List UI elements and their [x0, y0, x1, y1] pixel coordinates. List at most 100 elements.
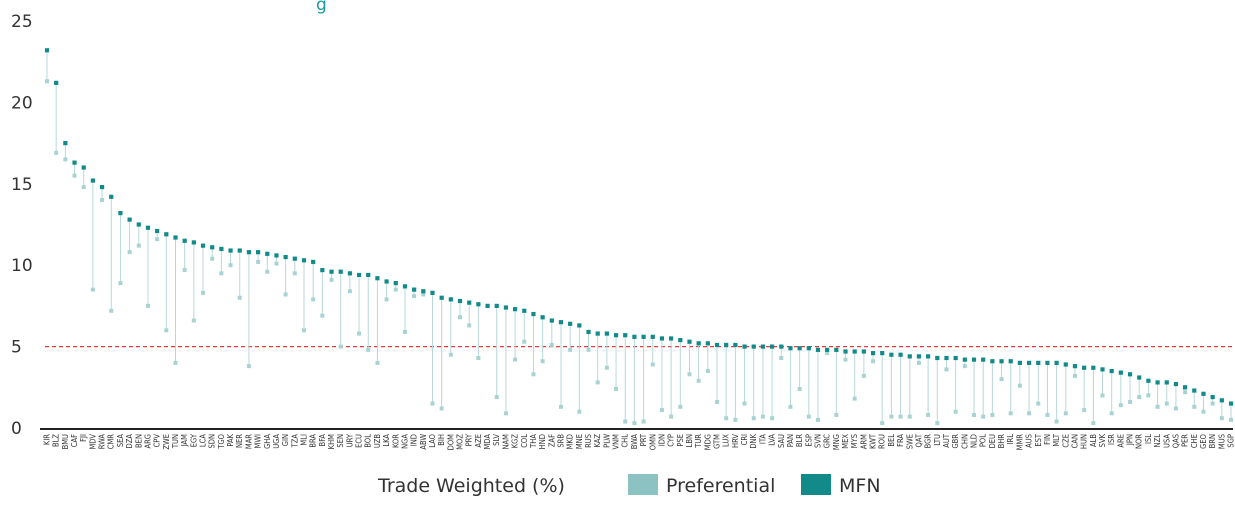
preferential-point-tgo	[219, 271, 224, 276]
legend-swatch-mfn	[801, 474, 831, 495]
preferential-point-plw	[604, 365, 609, 370]
preferential-point-rou	[880, 421, 885, 426]
x-tick-label: CYP	[667, 434, 676, 447]
mfn-point-swe	[907, 354, 912, 359]
preferential-point-bmu	[63, 157, 68, 162]
mfn-point-cpv	[155, 228, 160, 234]
preferential-point-jpn	[1128, 399, 1133, 404]
preferential-point-uzb	[375, 360, 380, 365]
preferential-point-aus	[1027, 411, 1032, 416]
x-tick-label: UGA	[272, 434, 281, 449]
preferential-point-nor	[1137, 395, 1142, 400]
preferential-point-ltu	[935, 421, 940, 426]
preferential-point-mwi	[256, 259, 261, 264]
legend-label-preferential: Preferential	[666, 475, 775, 497]
mfn-point-nor	[1137, 375, 1142, 380]
x-tick-label: PRT	[639, 433, 648, 446]
preferential-point-lka	[384, 297, 389, 302]
x-tick-label: NER	[235, 434, 244, 448]
y-tick-label: 0	[11, 419, 22, 439]
preferential-point-tha	[531, 372, 536, 377]
x-tick-label: GHA	[263, 434, 272, 449]
preferential-point-pol	[981, 414, 986, 419]
mfn-point-gin	[283, 254, 288, 260]
mfn-point-nam	[503, 305, 509, 310]
preferential-point-nzl	[1155, 404, 1160, 409]
x-tick-label: MUS	[1217, 434, 1226, 449]
preferential-point-blr	[797, 386, 802, 391]
preferential-point-pan	[788, 404, 793, 409]
mfn-point-bhr	[999, 359, 1004, 364]
mfn-point-blz	[54, 80, 59, 85]
x-tick-label: MDV	[88, 434, 97, 450]
stems-layer	[46, 50, 1232, 424]
preferential-point-egy	[191, 318, 196, 323]
mfn-point-arm	[861, 349, 866, 354]
x-tick-label: HUN	[1080, 434, 1089, 449]
mfn-point-lva	[769, 344, 775, 349]
mfn-point-khm	[329, 269, 334, 274]
x-tick-label: URY	[345, 433, 354, 447]
mfn-point-brn	[1210, 394, 1215, 400]
preferential-point-sau	[779, 355, 784, 360]
preferential-point-brn	[1210, 401, 1215, 406]
preferential-point-nld	[972, 412, 977, 417]
x-tick-label: COL	[520, 434, 529, 448]
legend: Trade Weighted (%) Preferential MFN	[377, 474, 881, 497]
mfn-point-srb	[558, 320, 564, 325]
mfn-point-fji	[81, 165, 86, 170]
x-tick-label: BMU	[61, 434, 70, 449]
x-tick-label: PAK	[226, 433, 235, 446]
preferential-point-mar	[246, 364, 251, 369]
preferential-point-bwa	[632, 421, 637, 426]
preferential-point-che	[1192, 404, 1197, 409]
mfn-point-dom	[448, 297, 453, 302]
mfn-point-ind	[412, 287, 417, 292]
mfn-point-blr	[797, 346, 802, 351]
mfn-point-ltu	[935, 355, 940, 361]
mfn-point-rus	[586, 329, 591, 335]
preferential-point-kgz	[513, 357, 518, 362]
x-tick-label: CHN	[960, 434, 969, 449]
x-tick-label: SWE	[905, 434, 914, 449]
mfn-point-ury	[347, 271, 352, 276]
mfn-point-sen	[338, 269, 343, 274]
mfn-point-pry	[467, 300, 472, 305]
x-tick-label: QAT	[914, 433, 923, 447]
x-tick-labels: KIR BLZ BMU CAF FJI MDV RWA CMR SEA DZA BEN ARG CPV Z…	[43, 433, 1235, 450]
mfn-point-lka	[384, 279, 389, 284]
preferential-point-abw	[421, 292, 426, 297]
x-tick-label: BLR	[795, 434, 804, 447]
x-tick-label: JAM	[180, 434, 189, 447]
preferential-point-qat	[916, 360, 921, 365]
preferential-point-cze	[1063, 411, 1068, 416]
x-tick-label: BRN	[1208, 434, 1217, 448]
preferential-point-fji	[81, 185, 86, 190]
x-tick-label: ABW	[419, 434, 428, 450]
mfn-point-per	[1183, 385, 1188, 390]
x-tick-label: ITA	[758, 434, 767, 445]
mfn-point-pan	[788, 346, 793, 351]
x-tick-label: DEU	[988, 434, 997, 448]
preferential-point-uga	[274, 261, 279, 266]
mfn-point-est	[1036, 360, 1041, 365]
x-tick-label: GEO	[1199, 434, 1208, 449]
preferential-point-gbr	[953, 409, 958, 414]
preferential-point-kir	[45, 79, 49, 84]
mfn-point-plw	[604, 331, 609, 336]
preferential-point-bel	[889, 414, 894, 419]
mfn-point-abw	[421, 289, 426, 294]
mfn-point-mar	[246, 250, 252, 255]
x-tick-label: BIH	[437, 434, 446, 446]
mfn-point-gha	[265, 251, 270, 256]
x-tick-label: TZA	[290, 434, 299, 449]
x-tick-label: CMR	[107, 434, 116, 450]
preferential-point-ben	[136, 243, 141, 248]
x-tick-label: SVK	[1098, 433, 1107, 447]
mfn-point-tza	[292, 256, 297, 261]
preferential-point-sen	[338, 344, 343, 349]
x-tick-label: VNM	[612, 434, 621, 450]
preferential-point-pry	[467, 323, 472, 328]
x-tick-label: SAU	[777, 434, 786, 448]
preferential-point-gin	[283, 292, 288, 297]
